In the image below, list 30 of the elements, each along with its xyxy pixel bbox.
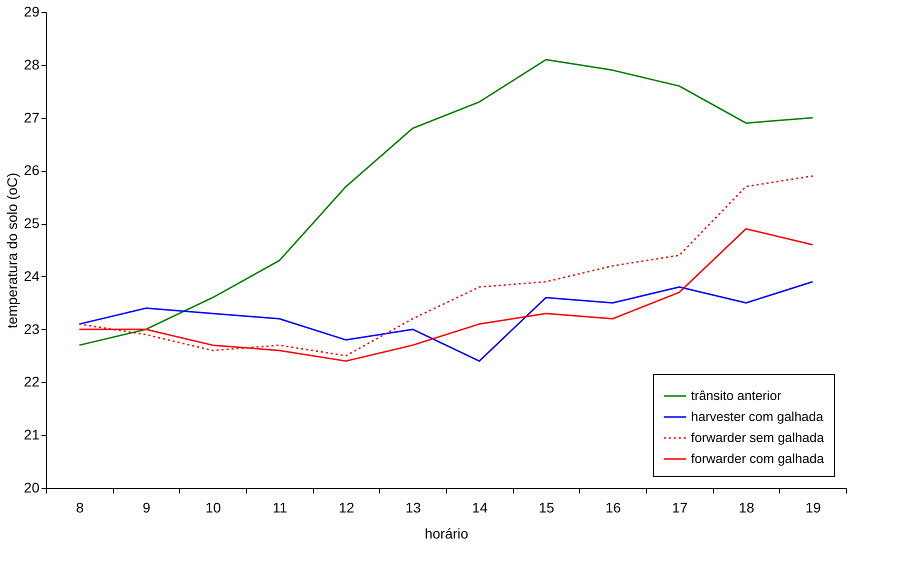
- legend-label: trânsito anterior: [691, 388, 782, 403]
- y-tick-label: 26: [24, 162, 40, 178]
- x-tick-label: 14: [472, 500, 488, 516]
- y-tick-label: 27: [24, 109, 40, 126]
- y-axis-title: temperatura do solo (oC): [4, 172, 20, 328]
- line-series: [78, 280, 814, 362]
- legend-label: harvester com galhada: [691, 409, 824, 424]
- x-tick-label: 15: [538, 500, 554, 516]
- y-tick-label: 24: [24, 268, 40, 284]
- line-series: [78, 58, 814, 346]
- y-tick-label: 21: [24, 426, 40, 443]
- y-tick-label: 22: [24, 374, 40, 390]
- y-tick-label: 23: [24, 320, 40, 337]
- x-tick-label: 8: [76, 500, 84, 516]
- x-tick-label: 9: [142, 500, 151, 516]
- legend-label: forwarder sem galhada: [691, 430, 825, 445]
- x-tick-label: 18: [738, 500, 754, 516]
- x-tick-label: 19: [805, 500, 822, 516]
- legend-label: forwarder com galhada: [691, 451, 825, 466]
- x-tick-label: 13: [405, 500, 422, 516]
- x-tick-label: 11: [272, 500, 288, 516]
- x-tick-label: 12: [338, 500, 354, 516]
- y-tick-label: 29: [24, 4, 40, 20]
- x-tick-label: 17: [672, 500, 688, 516]
- x-axis-title: horário: [424, 526, 468, 542]
- y-tick-label: 28: [24, 56, 40, 72]
- x-tick-label: 10: [205, 500, 222, 516]
- y-tick-label: 20: [24, 480, 40, 496]
- x-tick-label: 16: [605, 500, 622, 516]
- y-tick-label: 25: [24, 215, 40, 232]
